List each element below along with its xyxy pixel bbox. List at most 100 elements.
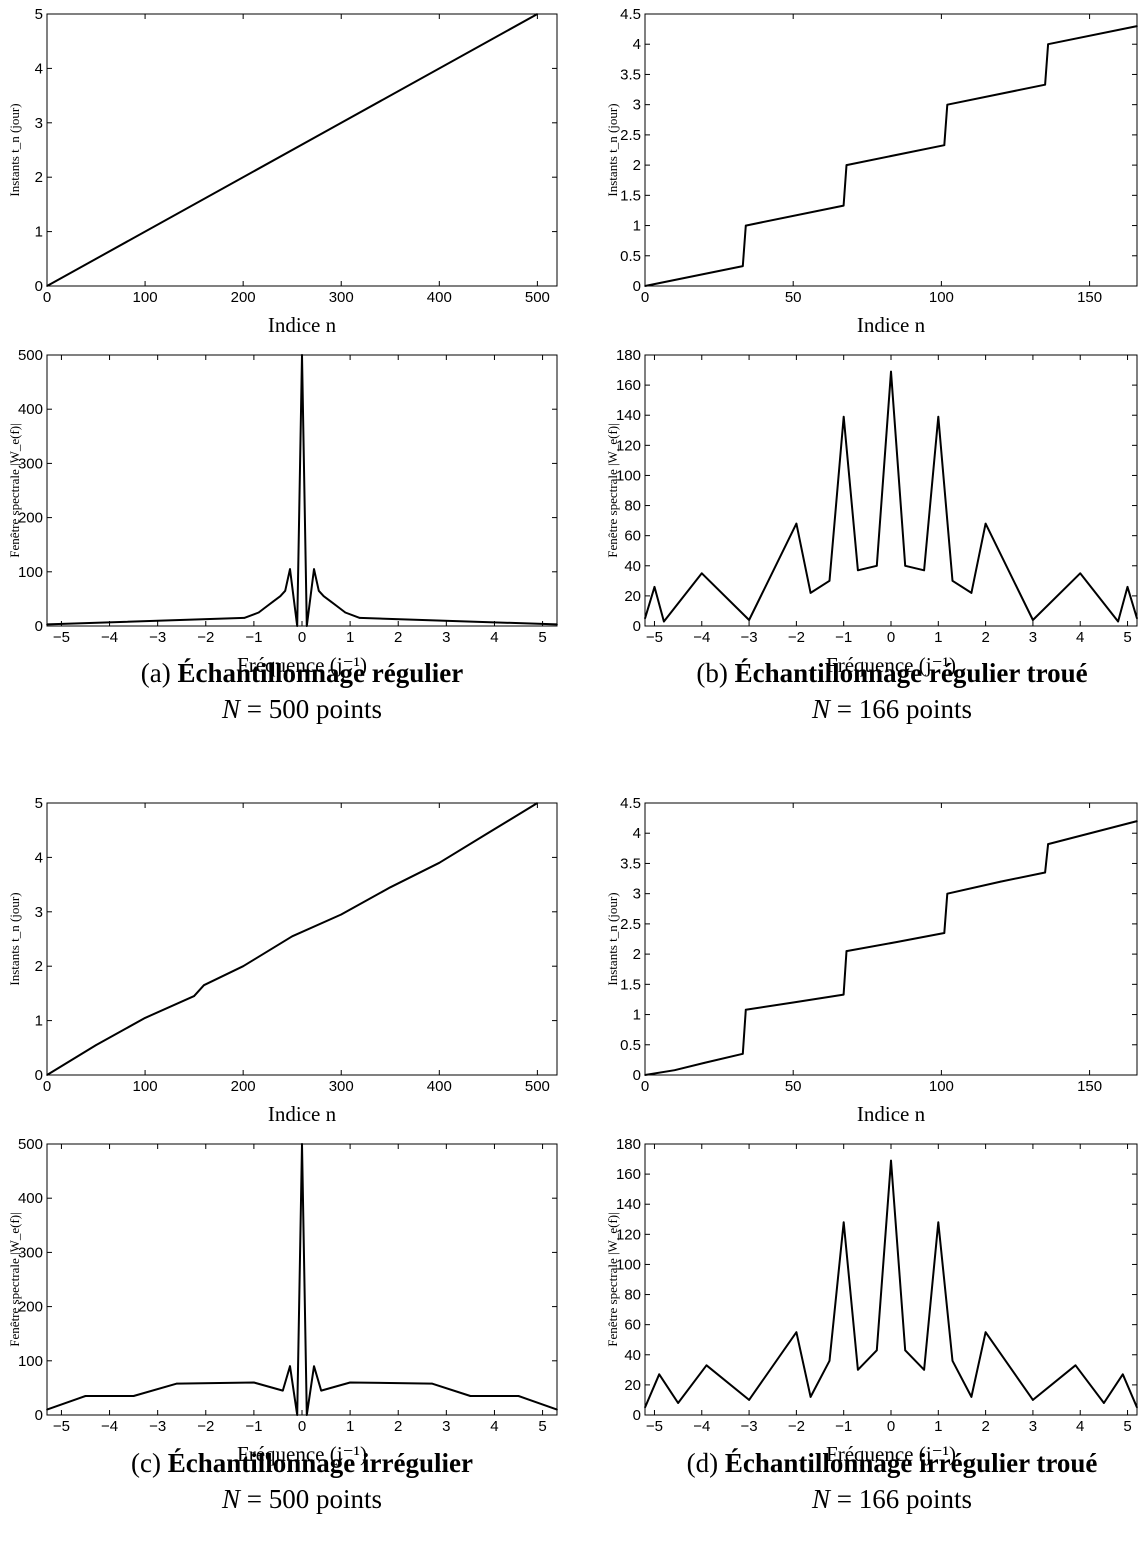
- data-point: [951, 1360, 954, 1362]
- data-point: [748, 619, 750, 621]
- y-tick-label: 1: [633, 1007, 641, 1024]
- data-point: [890, 370, 892, 373]
- data-point: [876, 1349, 878, 1352]
- data-point: [842, 1221, 845, 1224]
- x-tick-label: 100: [929, 1078, 954, 1095]
- data-point: [536, 13, 539, 15]
- data-point: [340, 913, 343, 916]
- y-axis-label: Fenêtre spectrale |W_e(f)|: [7, 1212, 22, 1346]
- data-point: [795, 1331, 798, 1333]
- y-tick-label: 180: [616, 1136, 641, 1153]
- caption-prefix: (d): [687, 1448, 725, 1478]
- y-tick-label: 500: [18, 1136, 43, 1153]
- y-tick-label: 2: [35, 958, 43, 975]
- x-tick-label: 2: [394, 1418, 402, 1435]
- series-line: [46, 802, 538, 1076]
- data-point: [242, 965, 244, 967]
- chart-panel-c-bottom: −5 −4 −3 −2 −1 0 1 2 3 4 5 0 100 200 300 400 500 Fréquenc…: [7, 1136, 558, 1466]
- y-tick-label: 300: [18, 1244, 43, 1261]
- y-tick-label: 1: [633, 218, 641, 235]
- data-point: [438, 862, 441, 864]
- data-point: [658, 1373, 660, 1376]
- y-tick-label: 160: [616, 1166, 641, 1183]
- x-tick-label: 0: [298, 1418, 306, 1435]
- plot-frame: [644, 354, 1138, 627]
- y-tick-label: 1: [35, 224, 43, 241]
- caption-n-unit: points: [309, 694, 382, 724]
- y-tick-label: 0: [35, 278, 43, 295]
- y-tick-label: 400: [18, 401, 43, 418]
- x-axis-label: Fréquence (j⁻¹): [237, 653, 367, 677]
- data-point: [1136, 820, 1138, 822]
- data-point: [431, 1382, 433, 1385]
- y-tick-label: 100: [18, 1353, 43, 1370]
- y-tick-label: 0: [35, 618, 43, 635]
- x-tick-label: 400: [427, 289, 452, 306]
- data-point: [857, 569, 859, 572]
- y-tick-label: 3: [35, 904, 43, 921]
- x-tick-label: 500: [525, 289, 550, 306]
- chart-panel-a-bottom: −5 −4 −3 −2 −1 0 1 2 3 4 5 0 100 200 300 400 500 Fréquenc…: [7, 347, 558, 677]
- y-tick-label: 40: [624, 558, 641, 575]
- data-point: [1032, 619, 1034, 621]
- data-point: [313, 568, 315, 570]
- caption-n-val: 500: [269, 694, 310, 724]
- caption-n-unit: points: [899, 1484, 972, 1514]
- chart-panel-c-top: 0 100 200 300 400 500 0 1 2 3 4 5 Indice n Instants t…: [7, 795, 558, 1126]
- data-point: [257, 611, 260, 614]
- x-axis-label: Fréquence (j⁻¹): [826, 1442, 956, 1466]
- data-point: [289, 1365, 291, 1368]
- caption-title: Échantillonnage régulier: [177, 658, 463, 688]
- data-point: [742, 265, 744, 267]
- data-point: [663, 620, 665, 623]
- data-point: [313, 1365, 315, 1368]
- data-point: [842, 415, 845, 418]
- x-tick-label: −2: [788, 1418, 805, 1435]
- data-point: [265, 606, 267, 608]
- x-tick-label: 200: [231, 1078, 256, 1095]
- y-tick-label: 5: [35, 795, 43, 812]
- data-point: [243, 617, 246, 619]
- y-tick-label: 100: [616, 467, 641, 484]
- data-point: [828, 580, 831, 582]
- x-tick-label: 0: [641, 289, 649, 306]
- series-line: [46, 1143, 558, 1416]
- y-tick-label: 300: [18, 455, 43, 472]
- plot-frame: [644, 802, 1138, 1076]
- y-tick-label: 140: [616, 407, 641, 424]
- x-tick-label: 150: [1077, 1078, 1102, 1095]
- data-point: [795, 522, 798, 525]
- data-point: [193, 995, 195, 997]
- data-point: [984, 522, 987, 525]
- data-point: [318, 589, 320, 592]
- y-tick-label: 100: [616, 1256, 641, 1273]
- data-point: [857, 1369, 859, 1371]
- x-tick-label: 0: [43, 289, 51, 306]
- data-point: [705, 1364, 708, 1367]
- x-tick-label: 0: [887, 1418, 895, 1435]
- caption-n-var: N: [811, 1484, 832, 1514]
- series-line: [644, 25, 1138, 287]
- plot-frame: [644, 13, 1138, 287]
- data-point: [644, 285, 646, 287]
- y-tick-label: 140: [616, 1196, 641, 1213]
- y-tick-label: 1.5: [620, 976, 641, 993]
- x-tick-label: 200: [231, 289, 256, 306]
- caption-title: Échantillonnage irrégulier: [168, 1448, 473, 1478]
- y-tick-label: 120: [616, 437, 641, 454]
- caption-title-line: (b) Échantillonnage régulier troué: [696, 658, 1087, 688]
- data-point: [344, 611, 347, 614]
- data-point: [349, 1381, 351, 1384]
- data-point: [951, 580, 954, 582]
- data-point: [1136, 25, 1138, 27]
- x-tick-label: 300: [329, 1078, 354, 1095]
- y-tick-label: 160: [616, 377, 641, 394]
- x-tick-label: 0: [298, 629, 306, 646]
- data-point: [337, 606, 339, 608]
- x-tick-label: −5: [646, 629, 663, 646]
- y-tick-label: 80: [624, 498, 641, 515]
- x-tick-label: 3: [1029, 1418, 1037, 1435]
- x-tick-label: 100: [133, 289, 158, 306]
- data-point: [890, 1159, 892, 1162]
